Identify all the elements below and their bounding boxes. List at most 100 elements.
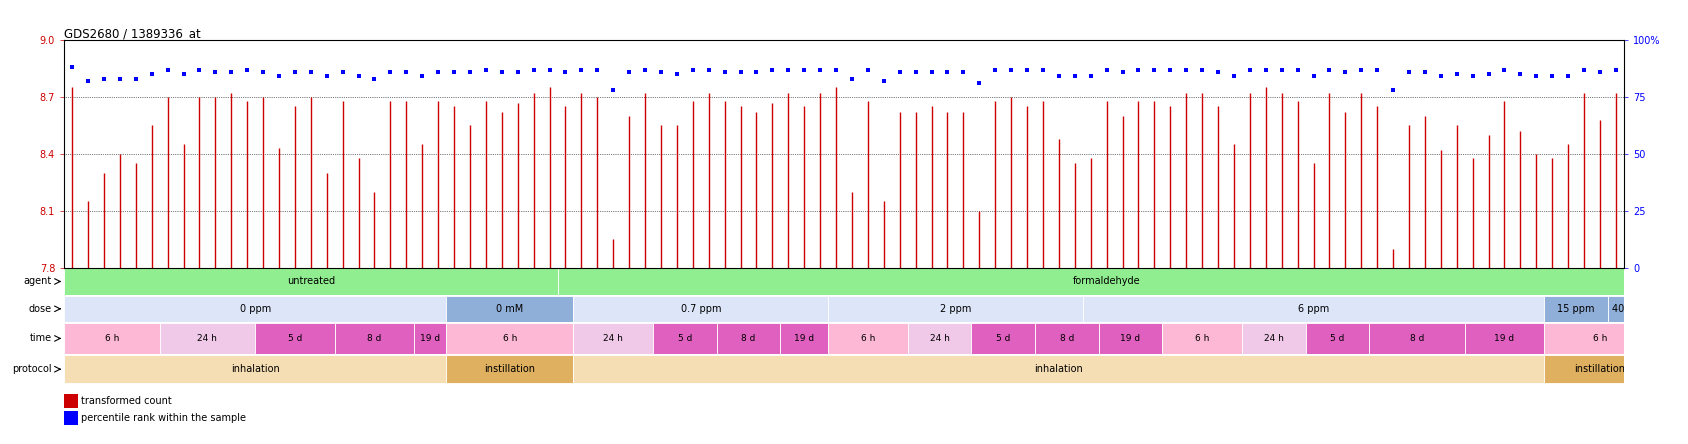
Point	[1077, 73, 1104, 80]
Text: 6 h: 6 h	[105, 334, 120, 343]
Text: protocol: protocol	[12, 364, 52, 374]
Point	[297, 68, 324, 75]
Text: 5 d: 5 d	[1330, 334, 1345, 343]
Bar	[1369, 323, 1465, 354]
Point	[1173, 66, 1200, 73]
Text: GDS2680 / 1389336_at: GDS2680 / 1389336_at	[64, 27, 201, 40]
Point	[1268, 66, 1295, 73]
Point	[505, 68, 532, 75]
Bar	[1099, 323, 1163, 354]
Text: instillation: instillation	[1575, 364, 1626, 374]
Bar	[557, 268, 1656, 295]
Point	[760, 66, 787, 73]
Bar	[1545, 323, 1656, 354]
Text: 6 h: 6 h	[1195, 334, 1209, 343]
Point	[1507, 71, 1534, 78]
Bar	[908, 323, 971, 354]
Point	[1396, 68, 1423, 75]
Bar	[1082, 296, 1545, 322]
Point	[966, 79, 993, 87]
Text: 6 h: 6 h	[861, 334, 874, 343]
Point	[998, 66, 1025, 73]
Bar	[446, 355, 574, 384]
Text: 0.7 ppm: 0.7 ppm	[680, 304, 721, 314]
Text: formaldehyde: formaldehyde	[1074, 277, 1141, 286]
Text: 8 d: 8 d	[1409, 334, 1425, 343]
Point	[537, 66, 564, 73]
Point	[456, 68, 483, 75]
Point	[282, 68, 309, 75]
Point	[265, 73, 292, 80]
Bar	[1305, 323, 1369, 354]
Point	[599, 87, 626, 94]
Text: 6 h: 6 h	[503, 334, 517, 343]
Point	[1094, 66, 1121, 73]
Text: 24 h: 24 h	[197, 334, 218, 343]
Bar	[1242, 323, 1305, 354]
Text: 19 d: 19 d	[793, 334, 814, 343]
Point	[1285, 66, 1312, 73]
Point	[918, 68, 945, 75]
Point	[122, 75, 149, 82]
Bar	[829, 296, 1082, 322]
Point	[728, 68, 755, 75]
Point	[1428, 73, 1455, 80]
Bar	[829, 323, 908, 354]
Bar	[780, 323, 829, 354]
Text: 24 h: 24 h	[603, 334, 623, 343]
Point	[982, 66, 1009, 73]
Text: 5 d: 5 d	[677, 334, 692, 343]
Text: instillation: instillation	[484, 364, 535, 374]
Point	[567, 66, 594, 73]
Point	[233, 66, 260, 73]
Point	[1443, 71, 1470, 78]
Text: 24 h: 24 h	[1264, 334, 1283, 343]
Point	[203, 68, 230, 75]
Text: time: time	[30, 333, 52, 343]
Point	[344, 73, 371, 80]
Bar	[1163, 323, 1242, 354]
Point	[695, 66, 722, 73]
Point	[1523, 73, 1550, 80]
Text: 5 d: 5 d	[287, 334, 302, 343]
Bar	[1465, 323, 1545, 354]
Point	[631, 66, 658, 73]
Point	[663, 71, 690, 78]
Point	[616, 68, 643, 75]
Point	[552, 68, 579, 75]
Point	[250, 68, 277, 75]
Point	[1141, 66, 1168, 73]
Point	[1124, 66, 1151, 73]
Point	[138, 71, 165, 78]
Bar	[64, 268, 557, 295]
Bar	[255, 323, 334, 354]
Point	[901, 68, 928, 75]
Point	[170, 71, 197, 78]
Bar	[1545, 296, 1609, 322]
Text: 0 ppm: 0 ppm	[240, 304, 270, 314]
Point	[1379, 87, 1406, 94]
Point	[950, 68, 977, 75]
Text: 8 d: 8 d	[741, 334, 756, 343]
Text: 6 h: 6 h	[1593, 334, 1607, 343]
Point	[807, 66, 834, 73]
Point	[186, 66, 213, 73]
Bar	[446, 296, 574, 322]
Point	[1045, 73, 1072, 80]
Point	[1570, 66, 1597, 73]
Point	[393, 68, 420, 75]
Point	[1205, 68, 1232, 75]
Text: 15 ppm: 15 ppm	[1558, 304, 1595, 314]
Text: agent: agent	[24, 277, 52, 286]
Point	[1188, 66, 1215, 73]
Point	[441, 68, 468, 75]
Text: transformed count: transformed count	[81, 396, 172, 406]
Point	[1300, 73, 1327, 80]
Point	[839, 75, 866, 82]
Point	[1062, 73, 1089, 80]
Point	[775, 66, 802, 73]
Point	[648, 68, 675, 75]
Point	[933, 68, 960, 75]
Bar	[574, 296, 829, 322]
Text: 8 d: 8 d	[368, 334, 381, 343]
